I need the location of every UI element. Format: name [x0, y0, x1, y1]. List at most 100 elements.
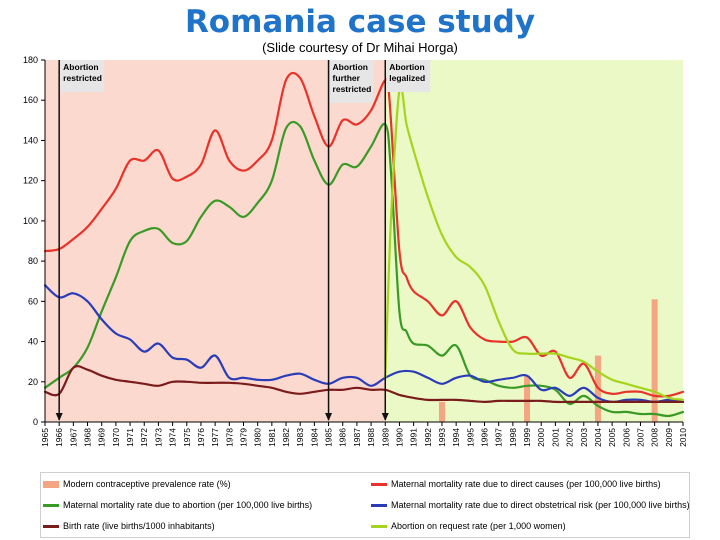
legend-label-direct-causes: Maternal mortality rate due to direct ca…	[391, 479, 661, 489]
series-birth-rate	[43, 365, 685, 404]
x-tick-label: 1994	[451, 428, 461, 447]
x-tick-label: 1976	[196, 428, 206, 447]
event-abortion-further-restricted-box	[329, 60, 374, 103]
event-abortion-legalized-label: Abortion	[389, 62, 424, 72]
x-tick-label: 2000	[536, 428, 546, 447]
x-tick-label: 1972	[139, 428, 149, 447]
bar-1993	[438, 401, 445, 422]
x-tick-label: 1968	[83, 428, 93, 447]
x-tick-label: 1993	[437, 428, 447, 447]
legend: Modern contraceptive prevalence rate (%)…	[40, 472, 690, 538]
legend-label-contraceptive: Modern contraceptive prevalence rate (%)	[63, 479, 231, 489]
legend-item-birth-rate: Birth rate (live births/1000 inhabitants…	[43, 521, 215, 531]
x-tick-label: 1981	[267, 428, 277, 447]
x-tick-label: 1965	[40, 428, 50, 447]
x-tick-label: 2004	[593, 428, 603, 447]
x-tick-label: 1971	[125, 428, 135, 447]
bar-2008	[651, 299, 658, 422]
y-tick-label: 80	[28, 256, 38, 266]
page-title: Romania case study	[184, 4, 536, 40]
series-abortion-mortality	[43, 120, 685, 418]
y-tick-label: 140	[23, 135, 38, 145]
x-tick-label: 1980	[253, 428, 263, 447]
event-abortion-further-restricted-label: Abortion	[333, 62, 368, 72]
event-abortion-restricted-arrow	[55, 413, 63, 421]
y-tick-label: 60	[28, 296, 38, 306]
event-abortion-legalized-label: legalized	[389, 73, 425, 83]
x-tick-label: 2010	[678, 428, 688, 447]
region-0	[45, 60, 386, 422]
legend-swatch-birth-rate	[43, 524, 59, 528]
x-tick-label: 1984	[309, 428, 319, 447]
event-abortion-further-restricted-label: further	[333, 73, 361, 83]
x-tick-label: 1989	[380, 428, 390, 447]
x-tick-label: 1998	[508, 428, 518, 447]
x-tick-label: 2002	[565, 428, 575, 447]
legend-label-obstetrical-risk: Maternal mortality rate due to direct ob…	[391, 500, 690, 510]
x-tick-label: 1983	[295, 428, 305, 447]
legend-swatch-direct-causes	[371, 482, 387, 486]
legend-item-abortion-on-request: Abortion on request rate (per 1,000 wome…	[371, 521, 566, 531]
y-tick-label: 100	[23, 216, 38, 226]
event-abortion-legalized-box	[386, 60, 431, 92]
legend-label-birth-rate: Birth rate (live births/1000 inhabitants…	[63, 521, 215, 531]
x-tick-label: 1970	[111, 428, 121, 447]
legend-swatch-contraceptive	[43, 480, 59, 488]
x-tick-label: 2006	[621, 428, 631, 447]
x-tick-label: 1985	[324, 428, 334, 447]
legend-item-obstetrical-risk: Maternal mortality rate due to direct ob…	[371, 500, 690, 510]
series-direct-causes	[43, 71, 685, 398]
series-abortion-on-request	[384, 85, 685, 401]
x-tick-label: 1991	[409, 428, 419, 447]
y-tick-label: 160	[23, 95, 38, 105]
legend-label-abortion-on-request: Abortion on request rate (per 1,000 wome…	[391, 521, 566, 531]
legend-swatch-abortion-on-request	[371, 524, 387, 528]
x-tick-label: 1974	[168, 428, 178, 447]
event-abortion-restricted-box	[60, 60, 105, 92]
legend-item-direct-causes: Maternal mortality rate due to direct ca…	[371, 479, 661, 489]
x-tick-label: 2003	[579, 428, 589, 447]
y-tick-label: 120	[23, 176, 38, 186]
x-tick-label: 1996	[480, 428, 490, 447]
event-abortion-further-restricted-arrow	[325, 413, 333, 421]
event-abortion-further-restricted-label: restricted	[333, 84, 372, 94]
x-tick-label: 2005	[607, 428, 617, 447]
x-tick-label: 1986	[338, 428, 348, 447]
region-1	[385, 60, 683, 422]
bar-1999	[524, 375, 531, 422]
legend-swatch-abortion-mortality	[43, 503, 59, 507]
event-abortion-restricted-label: Abortion	[63, 62, 98, 72]
event-abortion-legalized-arrow	[381, 413, 389, 421]
x-tick-label: 2007	[635, 428, 645, 447]
legend-swatch-obstetrical-risk	[371, 503, 387, 507]
x-tick-label: 2009	[664, 428, 674, 447]
legend-item-abortion-mortality: Maternal mortality rate due to abortion …	[43, 500, 312, 510]
y-tick-label: 180	[23, 55, 38, 65]
x-tick-label: 1969	[97, 428, 107, 447]
page-subtitle: (Slide courtesy of Dr Mihai Horga)	[262, 40, 458, 55]
x-tick-label: 1997	[494, 428, 504, 447]
y-tick-label: 20	[28, 377, 38, 387]
x-tick-label: 1988	[366, 428, 376, 447]
x-tick-label: 1967	[68, 428, 78, 447]
x-tick-label: 1979	[238, 428, 248, 447]
legend-label-abortion-mortality: Maternal mortality rate due to abortion …	[63, 500, 313, 510]
x-tick-label: 1977	[210, 428, 220, 447]
x-tick-label: 1992	[423, 428, 433, 447]
event-abortion-restricted-label: restricted	[63, 73, 102, 83]
x-tick-label: 1995	[465, 428, 475, 447]
legend-item-contraceptive: Modern contraceptive prevalence rate (%)	[43, 479, 231, 489]
x-tick-label: 1978	[224, 428, 234, 447]
x-tick-label: 1999	[522, 428, 532, 447]
x-tick-label: 1966	[54, 428, 64, 447]
x-tick-label: 1990	[394, 428, 404, 447]
series-obstetrical-risk	[43, 284, 685, 404]
chart: AbortionrestrictedAbortionfurtherrestric…	[23, 55, 688, 447]
x-tick-label: 1987	[352, 428, 362, 447]
x-tick-label: 1982	[281, 428, 291, 447]
x-tick-label: 2008	[650, 428, 660, 447]
x-tick-label: 1973	[153, 428, 163, 447]
x-tick-label: 1975	[182, 428, 192, 447]
x-tick-label: 2001	[550, 428, 560, 447]
y-tick-label: 0	[33, 417, 38, 427]
